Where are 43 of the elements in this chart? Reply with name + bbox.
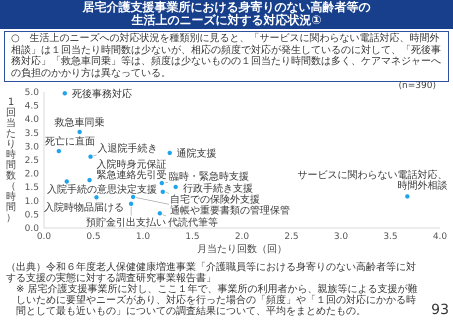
x-tick-label: 1.5 <box>185 232 200 242</box>
x-tick-label: 0.5 <box>86 232 101 242</box>
x-axis-title: 月当たり回数（回） <box>197 243 287 255</box>
series-label: 臨時・緊急時支援 <box>169 170 250 183</box>
series-label: 入院時物品届ける <box>44 201 124 214</box>
chart-subtitle: ○ 生活上のニーズへの対応状況を種類別に見ると、「サービスに関わらない電話対応、時間外相談」は１回当たり時間数は少ないが、相応の頻度で対応が発生しているのに対して、「死後事務対応」「救急車同乗」等は、頻度は少ないものの１回当たり時間数は多く、ケアマネジャーへの負担のかかり方は異なっている。 <box>4 31 449 82</box>
y-tick-label: 0.0 <box>24 224 40 234</box>
y-tick-label: 2.5 <box>24 156 39 166</box>
y-tick-label: 4.0 <box>24 115 40 126</box>
text: 1回当たり時間数（時間） <box>6 97 16 224</box>
y-tick-label: 2.0 <box>24 170 40 180</box>
text: 通帳や重要書類の管理保管 <box>170 204 290 216</box>
series-label: 通院支援 <box>176 147 217 160</box>
x-tick-label: 3.5 <box>383 232 398 242</box>
text: サービスに関わらない電話対応、時間外相談 <box>297 168 448 192</box>
series-label: 預貯金引出支払い <box>86 216 166 228</box>
y-tick-label: 3.0 <box>24 142 40 152</box>
text: ※ 居宅介護支援事業所に対し、ここ１年で、事業所の利用者から、親族等による支援が難しいために要望やニーズがあり、対応を行った場合の「頻度」や「１回の対応にかかる時間として最も近いもの」についての調査結果について、平均をまとめたもの。 <box>15 284 419 317</box>
series-label: 入院時身元保証緊急連絡先引受 <box>96 158 167 182</box>
y-tick-label: 5.0 <box>24 88 40 98</box>
x-tick-label: 2.0 <box>234 232 250 242</box>
text: (n=390) <box>398 81 436 91</box>
text: （出典）令和６年度老人保健健康増進事業「介護職員等における身寄りのない高齢者等に対する支援の実態に対する調査研究事業報告書」 <box>6 262 416 284</box>
y-tick-label: 3.5 <box>24 128 39 139</box>
y-tick-label: 1.0 <box>24 196 40 207</box>
x-tick-label: 4.0 <box>432 232 448 242</box>
chart-title: 居宅介護支援事業所における身寄りのない高齢者等の生活上のニーズに対する対応状況① <box>82 0 372 27</box>
series-label: 自宅での保険外支援 <box>170 194 260 206</box>
text: 93 <box>431 302 449 318</box>
series-label: 入退院手続き <box>98 142 158 155</box>
x-tick-label: 2.5 <box>284 232 299 242</box>
y-tick-label: 4.5 <box>24 102 39 112</box>
series-label: 入院手続の意思決定支援 <box>46 183 157 196</box>
x-tick-label: 3.0 <box>334 232 348 242</box>
series-label: 行政手続き支援 <box>182 182 253 195</box>
series-label: 救急車同乗 <box>54 116 105 128</box>
series-label: 死後事務対応 <box>72 88 132 100</box>
series-label: 死亡に直面 <box>44 136 95 148</box>
x-tick-label: 1.0 <box>136 232 150 242</box>
y-tick-label: 0.5 <box>24 210 39 220</box>
y-tick-label: 1.5 <box>24 183 39 194</box>
x-tick-label: 0.0 <box>36 232 52 242</box>
series-label: 代読代筆等 <box>167 216 218 229</box>
